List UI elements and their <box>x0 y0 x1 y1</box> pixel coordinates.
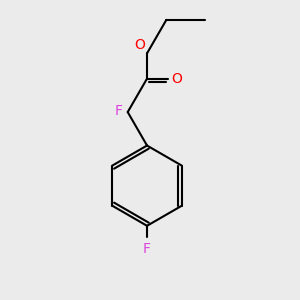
Text: F: F <box>143 242 151 256</box>
Text: O: O <box>134 38 145 52</box>
Text: O: O <box>171 72 182 86</box>
Text: F: F <box>114 103 122 118</box>
